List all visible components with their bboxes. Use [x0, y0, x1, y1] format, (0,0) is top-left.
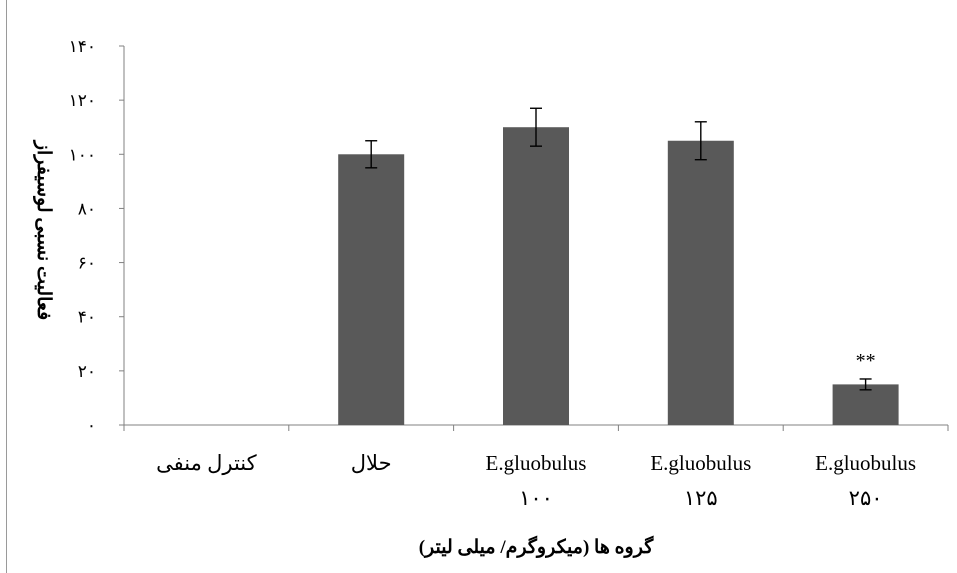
x-category-sublabel: ۲۵۰: [849, 486, 883, 510]
significance-label: **: [856, 350, 876, 372]
bar: [338, 154, 405, 426]
x-axis-title: گروه ها (میکروگرم/ میلی لیتر): [419, 535, 654, 558]
y-tick-label: ۴۰: [78, 308, 96, 327]
y-tick-label: ۶۰: [78, 254, 96, 273]
x-category-label: E.gluobulus: [650, 451, 751, 475]
x-category-label: حلال: [351, 451, 392, 475]
x-category-label: E.gluobulus: [815, 451, 916, 475]
bar: [667, 140, 734, 425]
y-tick-label: ۲۰: [78, 362, 96, 381]
x-category-label: E.gluobulus: [486, 451, 587, 475]
x-category-label: کنترل منفی: [156, 451, 256, 476]
y-tick-label: ۱۴۰: [69, 37, 96, 56]
x-category-sublabel: ۱۲۵: [684, 486, 718, 510]
y-tick-label: ۱۲۰: [69, 91, 96, 110]
bar: [832, 384, 899, 425]
y-tick-label: ۰: [87, 416, 96, 435]
page-left-rule: [6, 0, 7, 573]
y-axis-title: فعالیت نسبی لوسیفراز: [33, 139, 54, 320]
x-category-sublabel: ۱۰۰: [519, 486, 553, 510]
y-tick-label: ۸۰: [78, 199, 96, 218]
y-tick-label: ۱۰۰: [69, 145, 96, 164]
bar: [503, 127, 569, 425]
